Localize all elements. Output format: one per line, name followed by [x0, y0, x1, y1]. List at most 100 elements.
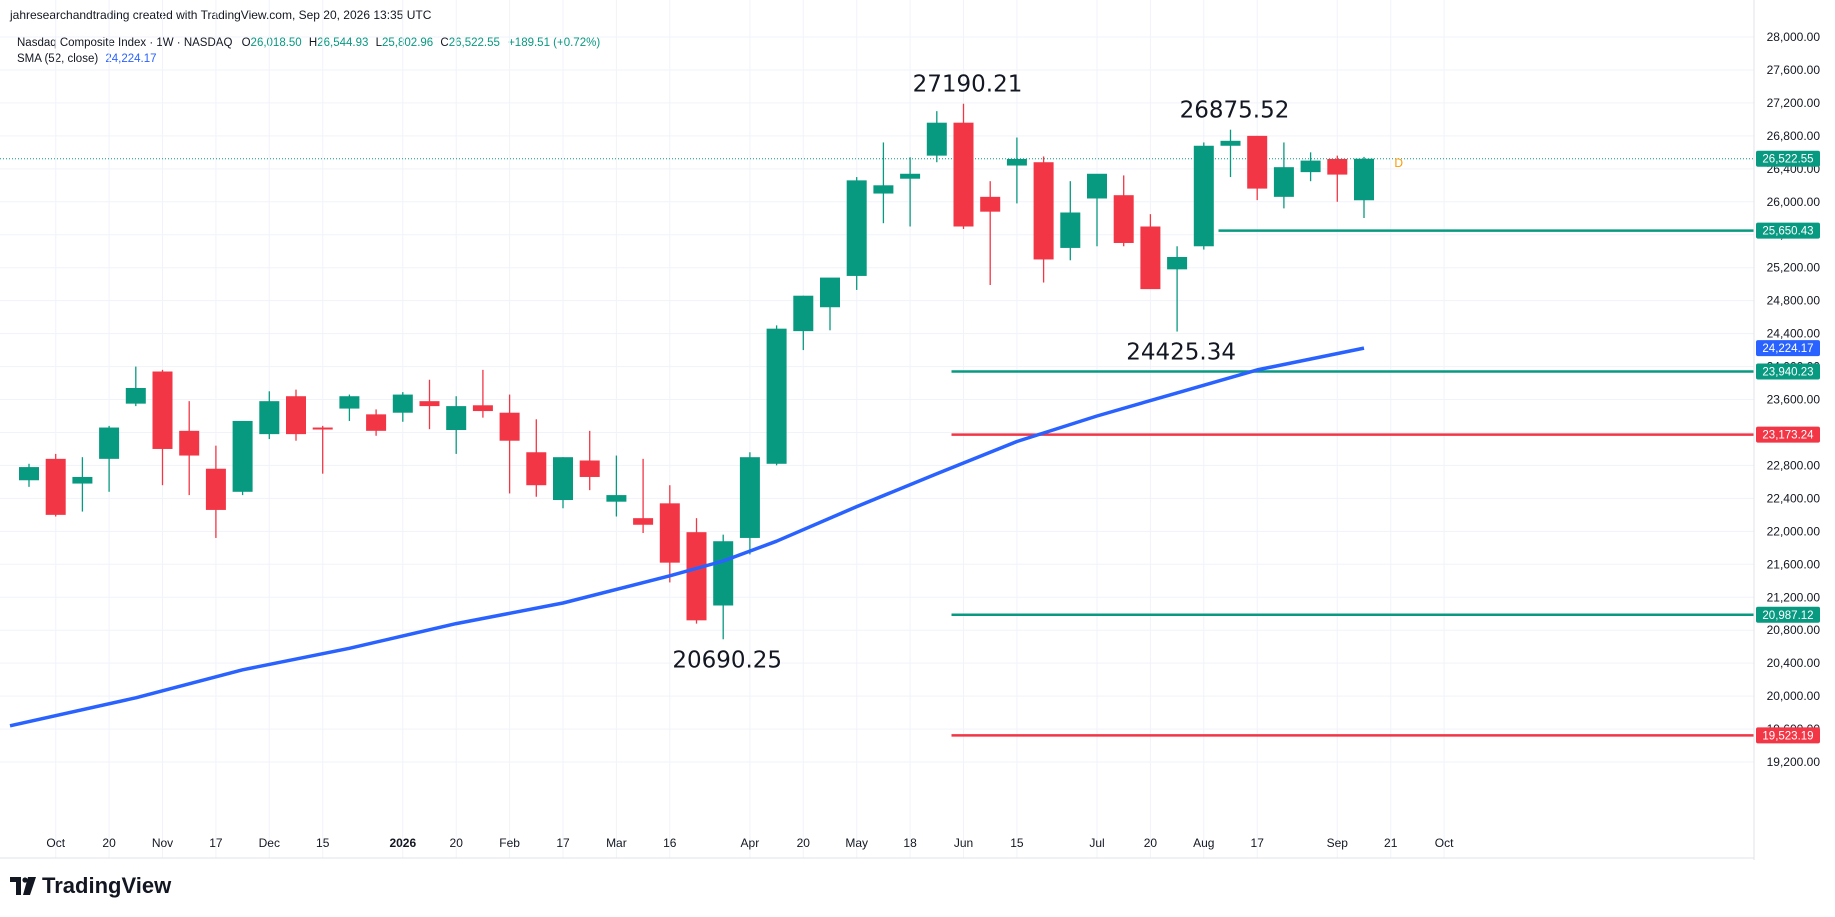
- x-tick-label: 16: [663, 836, 677, 850]
- candle-body: [366, 414, 387, 431]
- x-tick-label: 20: [102, 836, 116, 850]
- y-tick-label: 22,000.00: [1767, 524, 1821, 538]
- candle: [873, 142, 894, 224]
- candle-body: [739, 457, 760, 538]
- hline-price-label-text: 19,523.19: [1762, 730, 1813, 742]
- time-axis: Oct 20 Nov 17 Dec 15 2026 20 Feb 17 Mar 16 Apr 20 May 1…: [46, 836, 1454, 850]
- candle: [820, 277, 840, 331]
- x-tick-label: 20: [1144, 836, 1158, 850]
- candle: [900, 157, 921, 227]
- candle-body: [1060, 212, 1081, 248]
- candle: [633, 458, 654, 533]
- candle: [579, 430, 600, 491]
- y-tick-label: 22,400.00: [1767, 491, 1821, 505]
- candle: [659, 485, 680, 583]
- hline-price-label: 23,940.23: [1756, 363, 1820, 380]
- candle-body: [820, 277, 840, 308]
- candle: [1220, 129, 1241, 178]
- candle-body: [286, 396, 306, 435]
- hline-price-label: 23,173.24: [1756, 426, 1820, 443]
- horizontal-lines: [951, 229, 1754, 737]
- candle-body: [579, 460, 600, 477]
- price-annotation: 20690.25: [672, 647, 782, 673]
- low-value: 25,802.96: [382, 37, 434, 49]
- candle: [739, 452, 760, 555]
- close-value: 26,522.55: [448, 37, 500, 49]
- hline-price-label-bg: [1756, 426, 1820, 443]
- candle: [205, 445, 226, 538]
- chart-legend: Nasdaq Composite Index · 1W · NASDAQ O 26…: [17, 35, 600, 67]
- x-tick-label: Apr: [741, 836, 760, 850]
- candle: [339, 394, 360, 421]
- candle-body: [472, 405, 493, 412]
- candle-body: [179, 430, 200, 456]
- x-tick-label: Dec: [259, 836, 280, 850]
- y-tick-label: 24,400.00: [1767, 327, 1821, 341]
- symbol-title[interactable]: Nasdaq Composite Index · 1W · NASDAQ: [17, 37, 233, 49]
- candle-body: [1327, 158, 1348, 175]
- y-tick-label: 20,800.00: [1767, 623, 1821, 637]
- candle-body: [152, 371, 173, 449]
- x-tick-label: 20: [797, 836, 811, 850]
- y-tick-label: 24,800.00: [1767, 294, 1821, 308]
- y-tick-label: 27,600.00: [1767, 63, 1821, 77]
- sma-price-label-text: 24,224.17: [1762, 343, 1813, 355]
- y-tick-label: 22,800.00: [1767, 458, 1821, 472]
- candle: [286, 389, 306, 441]
- candle-body: [232, 420, 253, 492]
- hline-price-label: 25,650.43: [1756, 222, 1820, 239]
- candle-body: [419, 401, 440, 407]
- sma-label[interactable]: SMA (52, close): [17, 53, 99, 65]
- x-tick-label: Nov: [152, 836, 173, 850]
- x-tick-label: 17: [209, 836, 223, 850]
- y-tick-label: 20,000.00: [1767, 689, 1821, 703]
- y-tick-label: 19,200.00: [1767, 755, 1821, 769]
- candle-body: [633, 518, 654, 525]
- y-tick-label: 20,400.00: [1767, 656, 1821, 670]
- candle: [259, 391, 280, 440]
- candle: [232, 420, 253, 496]
- x-tick-label: 21: [1384, 836, 1398, 850]
- price-annotation: 26875.52: [1180, 98, 1290, 124]
- ohlc-legend-row: Nasdaq Composite Index · 1W · NASDAQ O 26…: [17, 35, 600, 51]
- x-tick-label: 2026: [389, 836, 416, 850]
- candle: [125, 366, 146, 407]
- candle-body: [1300, 160, 1321, 173]
- hline-price-label-text: 20,987.12: [1762, 610, 1813, 622]
- candle-body: [713, 541, 734, 606]
- hline-price-label-bg: [1756, 606, 1820, 623]
- x-tick-label: Sep: [1327, 836, 1349, 850]
- candle: [1006, 137, 1027, 204]
- candle: [713, 534, 734, 640]
- open-label: O: [241, 37, 251, 49]
- candle-body: [19, 467, 39, 481]
- close-label: C: [440, 37, 449, 49]
- candle-body: [606, 495, 627, 502]
- candle-body: [1273, 167, 1294, 197]
- candle: [179, 401, 200, 496]
- candle-body: [72, 476, 93, 484]
- candle: [686, 518, 707, 624]
- candle-body: [900, 173, 921, 179]
- x-tick-label: May: [845, 836, 868, 850]
- candle: [99, 425, 120, 492]
- candle: [1167, 246, 1188, 332]
- hline-price-label-bg: [1756, 222, 1820, 239]
- high-label: H: [308, 37, 318, 49]
- candle: [926, 111, 947, 163]
- y-tick-label: 21,600.00: [1767, 557, 1821, 571]
- candle: [980, 181, 1001, 285]
- candle-body: [125, 387, 146, 404]
- tradingview-brand[interactable]: TradingView: [10, 873, 171, 899]
- candle-body: [793, 295, 814, 332]
- y-tick-label: 23,600.00: [1767, 393, 1821, 407]
- x-tick-label: Oct: [46, 836, 65, 850]
- x-tick-label: 18: [903, 836, 917, 850]
- candle: [472, 369, 493, 418]
- y-tick-label: 21,200.00: [1767, 590, 1821, 604]
- candle: [766, 325, 787, 466]
- high-value: 26,544.93: [317, 37, 369, 49]
- candle: [45, 453, 66, 517]
- candle-body: [926, 122, 947, 156]
